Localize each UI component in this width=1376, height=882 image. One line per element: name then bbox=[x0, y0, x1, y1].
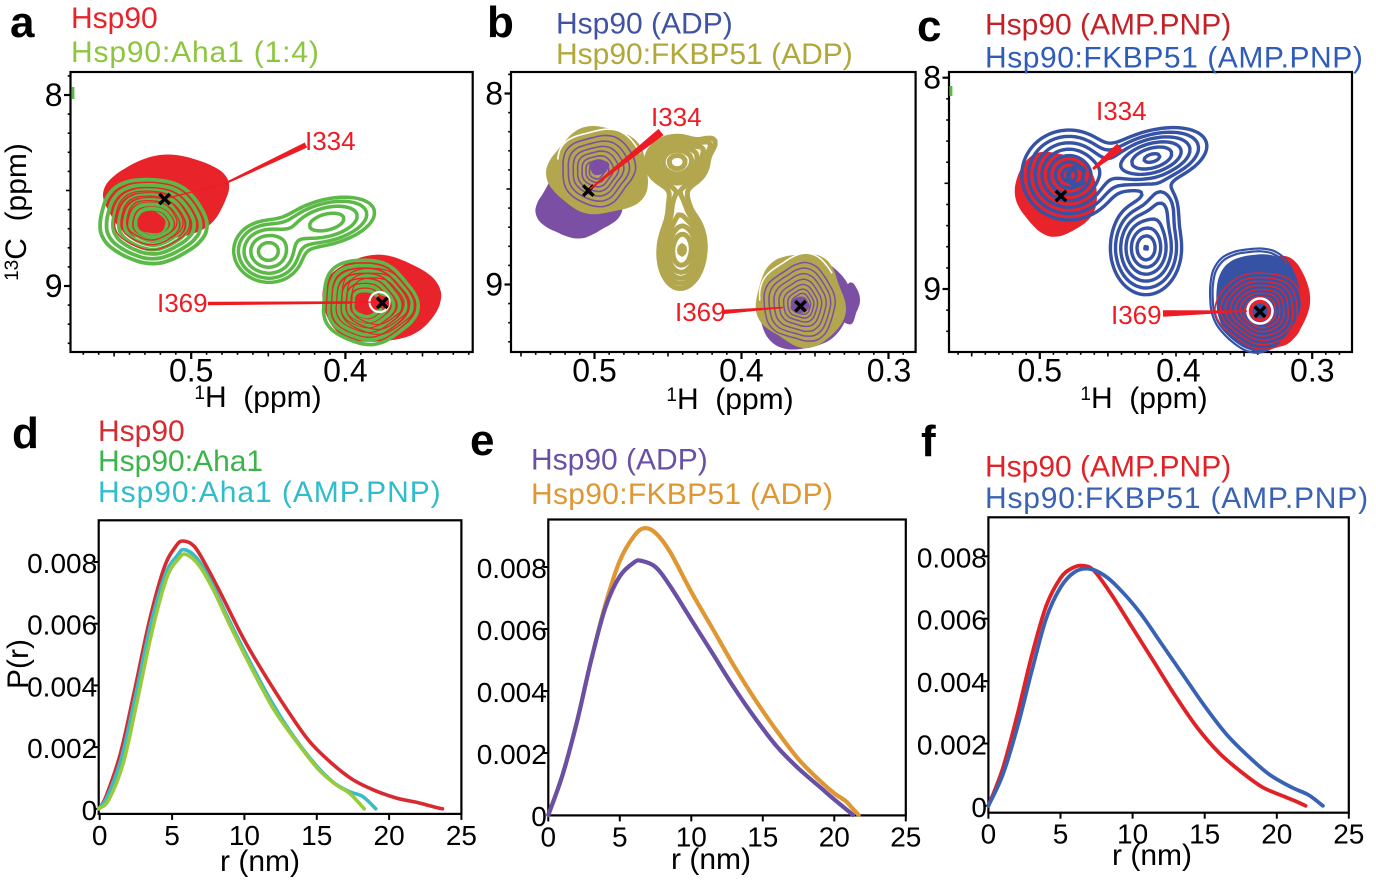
svg-text:0: 0 bbox=[981, 819, 997, 850]
svg-text:5: 5 bbox=[1053, 819, 1069, 850]
svg-text:8: 8 bbox=[485, 76, 503, 112]
svg-text:20: 20 bbox=[1261, 819, 1292, 850]
svg-text:Hsp90 (ADP): Hsp90 (ADP) bbox=[556, 8, 733, 41]
svg-text:0: 0 bbox=[531, 801, 547, 832]
svg-text:b: b bbox=[487, 0, 514, 47]
svg-text:10: 10 bbox=[229, 820, 260, 851]
svg-text:0.5: 0.5 bbox=[1018, 353, 1062, 389]
svg-text:I334: I334 bbox=[1096, 96, 1147, 126]
svg-text:Hsp90 (AMP.PNP): Hsp90 (AMP.PNP) bbox=[985, 450, 1231, 483]
svg-text:a: a bbox=[10, 0, 35, 47]
svg-text:0.4: 0.4 bbox=[719, 353, 763, 389]
svg-text:8: 8 bbox=[45, 77, 63, 113]
svg-text:Hsp90: Hsp90 bbox=[98, 415, 185, 448]
svg-text:0: 0 bbox=[971, 792, 987, 823]
svg-text:I369: I369 bbox=[157, 288, 208, 318]
svg-text:d: d bbox=[12, 409, 39, 458]
svg-text:0.4: 0.4 bbox=[1156, 353, 1200, 389]
svg-text:P(r): P(r) bbox=[2, 639, 35, 689]
svg-text:15: 15 bbox=[301, 820, 332, 851]
svg-text:0.002: 0.002 bbox=[477, 739, 547, 770]
svg-text:I334: I334 bbox=[651, 102, 702, 132]
svg-text:10: 10 bbox=[676, 821, 707, 852]
svg-text:0.5: 0.5 bbox=[572, 353, 616, 389]
svg-text:Hsp90 (AMP.PNP): Hsp90 (AMP.PNP) bbox=[985, 9, 1231, 42]
svg-text:20: 20 bbox=[819, 821, 850, 852]
svg-text:f: f bbox=[921, 417, 936, 466]
svg-text:0: 0 bbox=[541, 821, 557, 852]
svg-text:9: 9 bbox=[485, 267, 503, 303]
svg-text:0.3: 0.3 bbox=[867, 353, 911, 389]
svg-text:0.004: 0.004 bbox=[477, 677, 547, 708]
svg-text:0.008: 0.008 bbox=[917, 542, 987, 573]
svg-text:0.3: 0.3 bbox=[1290, 353, 1334, 389]
svg-text:9: 9 bbox=[923, 271, 941, 307]
svg-text:r (nm): r (nm) bbox=[671, 843, 751, 876]
svg-text:1H (ppm): 1H (ppm) bbox=[666, 383, 793, 416]
svg-text:e: e bbox=[470, 416, 494, 465]
svg-text:13C (ppm): 13C (ppm) bbox=[0, 143, 33, 281]
svg-text:Hsp90 (ADP): Hsp90 (ADP) bbox=[531, 444, 708, 477]
svg-text:0.004: 0.004 bbox=[917, 667, 987, 698]
svg-text:Hsp90: Hsp90 bbox=[71, 2, 158, 35]
svg-text:15: 15 bbox=[747, 821, 778, 852]
svg-text:I369: I369 bbox=[1111, 300, 1162, 330]
svg-text:20: 20 bbox=[374, 820, 405, 851]
svg-text:I334: I334 bbox=[305, 126, 356, 156]
svg-text:1H (ppm): 1H (ppm) bbox=[1080, 382, 1207, 415]
svg-text:10: 10 bbox=[1117, 819, 1148, 850]
svg-text:0.008: 0.008 bbox=[477, 553, 547, 584]
svg-text:1H (ppm): 1H (ppm) bbox=[194, 381, 321, 414]
svg-text:0.4: 0.4 bbox=[323, 353, 367, 389]
svg-text:0.5: 0.5 bbox=[169, 353, 213, 389]
svg-text:Hsp90:Aha1 (1:4): Hsp90:Aha1 (1:4) bbox=[71, 36, 320, 69]
svg-text:0.004: 0.004 bbox=[27, 671, 97, 702]
svg-text:0.002: 0.002 bbox=[917, 730, 987, 761]
svg-text:Hsp90:FKBP51 (AMP.PNP): Hsp90:FKBP51 (AMP.PNP) bbox=[985, 42, 1363, 75]
svg-text:c: c bbox=[917, 2, 941, 51]
svg-text:Hsp90:FKBP51 (ADP): Hsp90:FKBP51 (ADP) bbox=[556, 38, 853, 71]
svg-text:25: 25 bbox=[446, 820, 477, 851]
svg-text:0.002: 0.002 bbox=[27, 733, 97, 764]
svg-text:0: 0 bbox=[92, 820, 108, 851]
svg-text:I369: I369 bbox=[675, 297, 726, 327]
svg-text:5: 5 bbox=[612, 821, 628, 852]
svg-text:0: 0 bbox=[82, 795, 98, 826]
svg-text:8: 8 bbox=[923, 60, 941, 96]
svg-text:Hsp90:FKBP51 (ADP): Hsp90:FKBP51 (ADP) bbox=[531, 478, 833, 511]
svg-text:0.006: 0.006 bbox=[27, 610, 97, 641]
svg-text:5: 5 bbox=[164, 820, 180, 851]
svg-text:9: 9 bbox=[45, 268, 63, 304]
svg-text:0.006: 0.006 bbox=[917, 605, 987, 636]
svg-text:Hsp90:FKBP51 (AMP.PNP): Hsp90:FKBP51 (AMP.PNP) bbox=[985, 482, 1369, 515]
svg-text:r (nm): r (nm) bbox=[1112, 839, 1192, 872]
svg-text:Hsp90:Aha1: Hsp90:Aha1 bbox=[98, 445, 263, 478]
svg-text:0.008: 0.008 bbox=[27, 548, 97, 579]
svg-text:25: 25 bbox=[890, 821, 921, 852]
svg-text:Hsp90:Aha1 (AMP.PNP): Hsp90:Aha1 (AMP.PNP) bbox=[98, 476, 442, 509]
svg-text:15: 15 bbox=[1189, 819, 1220, 850]
svg-text:r (nm): r (nm) bbox=[220, 845, 300, 878]
svg-text:0.006: 0.006 bbox=[477, 615, 547, 646]
svg-text:25: 25 bbox=[1333, 819, 1364, 850]
